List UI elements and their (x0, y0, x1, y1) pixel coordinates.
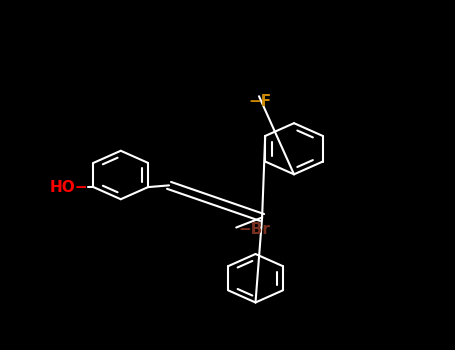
Text: −F: −F (248, 94, 272, 109)
Text: HO−: HO− (50, 180, 88, 195)
Text: −Br: −Br (238, 222, 270, 237)
